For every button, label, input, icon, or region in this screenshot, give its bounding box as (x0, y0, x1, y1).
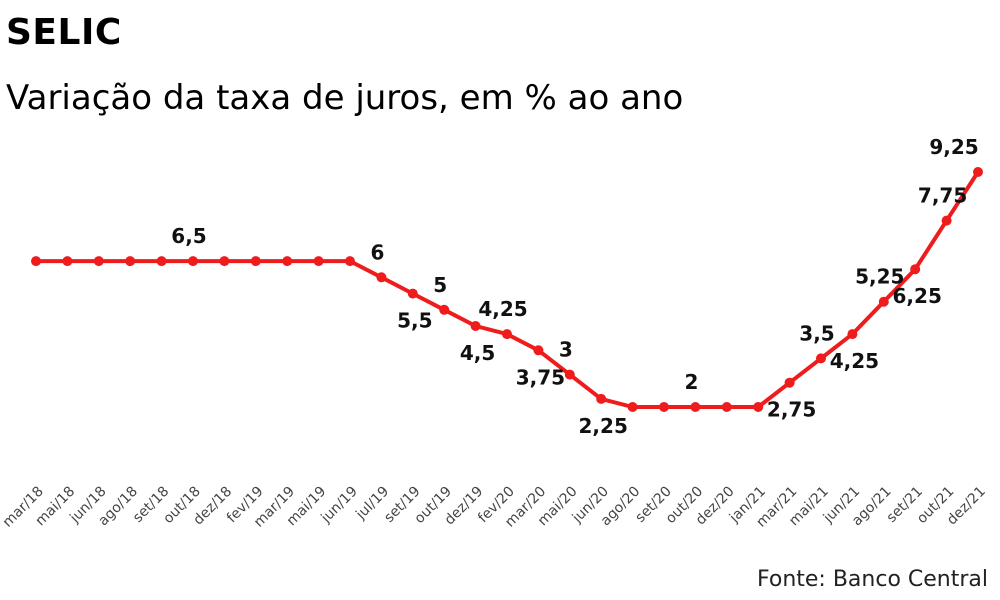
data-point (188, 256, 198, 267)
data-points-layer (31, 167, 983, 412)
data-point (376, 272, 387, 283)
data-point (973, 167, 983, 177)
data-point (910, 264, 921, 275)
source-note: Fonte: Banco Central (756, 567, 988, 592)
data-label: 6,5 (171, 224, 206, 248)
data-label: 5 (433, 273, 447, 297)
data-label: 6 (370, 240, 384, 264)
data-label: 3 (559, 338, 573, 362)
data-point (659, 402, 669, 412)
data-label: 5,25 (855, 265, 904, 289)
data-point (439, 304, 450, 315)
data-label: 3,5 (799, 321, 834, 345)
data-point (816, 353, 826, 364)
data-label: 4,25 (478, 297, 527, 321)
data-label: 2,25 (579, 414, 628, 438)
data-label: 5,5 (397, 309, 432, 333)
data-point (125, 256, 136, 267)
data-label: 9,25 (929, 135, 978, 159)
data-label: 4,5 (460, 341, 495, 365)
data-label: 4,25 (830, 349, 879, 373)
chart-subtitle: Variação da taxa de juros, em % ao ano (6, 78, 684, 118)
data-point (470, 321, 481, 331)
data-point (345, 256, 355, 267)
data-point (282, 256, 293, 267)
data-label: 2,75 (767, 398, 816, 422)
data-point (250, 256, 261, 267)
data-point (219, 256, 230, 267)
data-label: 6,25 (893, 284, 942, 308)
data-point (690, 402, 701, 412)
chart-title: SELIC (6, 12, 122, 53)
data-point (62, 256, 73, 267)
data-point (502, 329, 512, 340)
data-point (533, 345, 544, 356)
data-labels-layer: 6,5 6 5,55 4,5 4,25 3,75 3 2,25 2 2,75 3,5 4,25 5,25… (171, 135, 978, 438)
data-label: 7,75 (918, 184, 967, 208)
data-point (721, 402, 732, 412)
data-point (93, 256, 104, 267)
data-point (31, 256, 41, 267)
data-point (847, 329, 858, 340)
data-point (784, 377, 795, 388)
data-point (313, 256, 324, 267)
data-point (564, 369, 575, 380)
data-point (878, 296, 889, 307)
data-point (753, 402, 764, 412)
data-point (596, 393, 607, 404)
data-point (407, 288, 418, 299)
x-axis-ticks: mar/18mai/18jun/18ago/18set/18out/18dez/… (0, 484, 989, 531)
data-point (156, 256, 167, 267)
data-label: 2 (684, 370, 698, 394)
data-label: 3,75 (516, 365, 565, 389)
data-point (627, 402, 638, 412)
data-point (941, 215, 952, 226)
